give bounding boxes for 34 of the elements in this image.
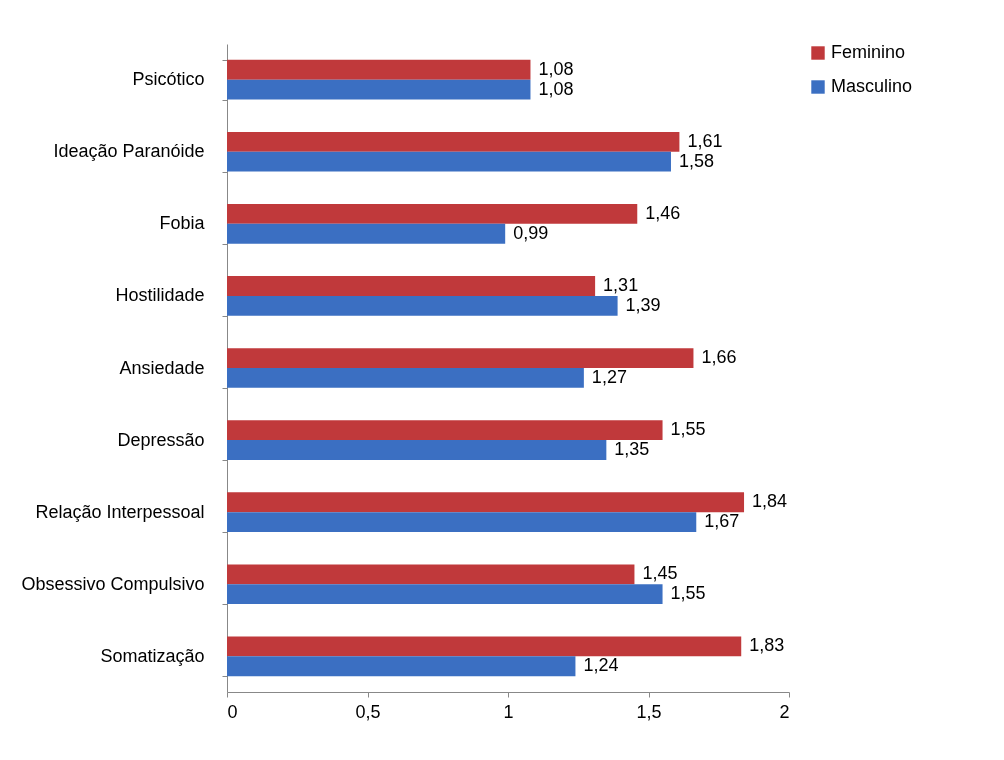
y-tick-label: Psicótico [132,69,205,90]
y-tick-label: Ansiedade [119,357,205,378]
data-label: 1,58 [678,150,715,171]
data-label: 1,84 [752,491,788,512]
data-label: 1,55 [670,419,706,440]
data-label: 1,27 [591,366,627,387]
data-label: 1,24 [583,655,619,676]
y-tick-label: Fobia [159,213,206,234]
data-label: 1,31 [603,275,639,296]
y-tick-label: Depressão [117,429,205,450]
data-label: 1,08 [538,78,574,99]
y-tick-label: Obsessivo Compulsivo [21,573,205,594]
legend-label: Feminino [831,42,906,62]
y-tick-label: Relação Interpessoal [35,501,205,522]
x-tick-label: 0,5 [355,701,381,722]
x-tick-label: 1,5 [636,701,662,722]
data-label: 0,99 [513,222,549,243]
x-tick-label: 2 [779,701,790,722]
y-tick-label: Hostilidade [115,285,205,306]
data-label: 1,08 [538,58,574,79]
y-tick-label: Somatização [100,645,205,666]
data-label: 1,66 [701,347,737,368]
data-label: 1,46 [645,202,681,223]
data-label: 1,45 [642,563,678,584]
data-label: 1,83 [749,635,785,656]
x-tick-label: 1 [503,701,514,722]
data-label: 1,55 [670,583,706,604]
legend-label: Masculino [831,76,913,96]
data-label: 1,67 [704,511,740,532]
x-tick-label: 0 [227,701,238,722]
data-label: 1,35 [614,438,650,459]
data-label: 1,39 [625,294,661,315]
y-tick-label: Ideação Paranóide [53,141,205,162]
data-label: 1,61 [687,130,723,151]
